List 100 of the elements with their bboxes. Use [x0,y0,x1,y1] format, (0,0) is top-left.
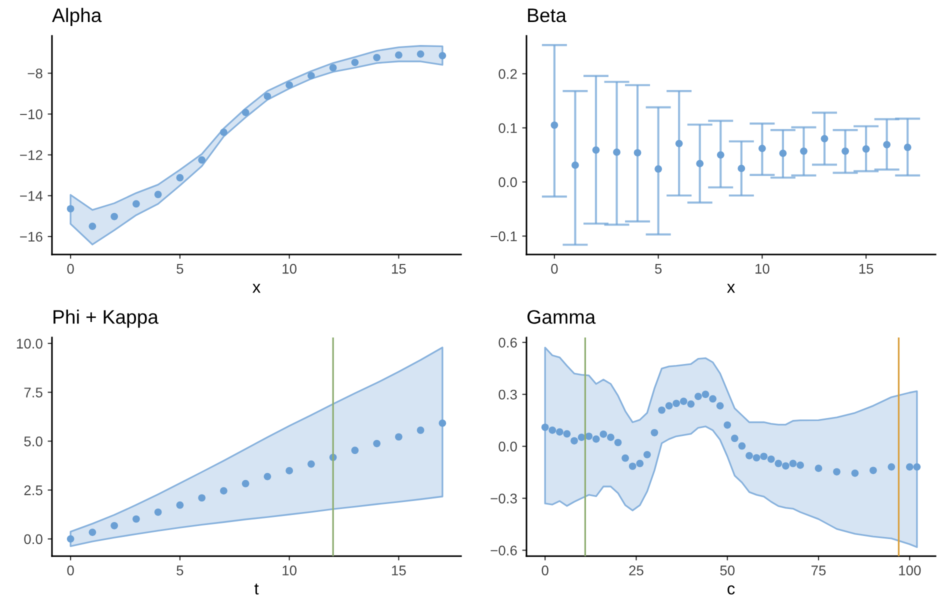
point [351,58,359,66]
point [286,467,293,474]
point [132,200,140,208]
point [636,460,644,468]
point [154,190,162,198]
x-tick-label: 25 [629,566,644,576]
point [592,435,600,443]
point [796,462,804,469]
point [563,430,571,438]
point [132,515,140,523]
point [572,162,579,169]
point [820,135,828,142]
x-tick-label: 50 [720,566,735,576]
y-tick-label: 7.5 [24,388,42,398]
point [154,508,162,516]
point [556,428,564,436]
point [416,426,424,434]
y-tick-label: 0.1 [498,123,517,134]
x-tick-label: 100 [899,566,921,576]
y-tick-label: 0.6 [498,338,517,348]
y-tick-label: −0.6 [490,546,517,556]
point [752,454,760,462]
point [738,442,746,450]
y-tick-label: 0.0 [498,442,517,452]
point [913,463,921,471]
y-tick-label: −16 [20,232,42,242]
y-tick-label: −8 [28,68,42,78]
x-axis-title: x [727,284,736,293]
point [438,52,446,60]
point [198,494,206,502]
point [870,466,877,474]
point [738,164,746,172]
point [730,434,738,442]
point [242,108,250,116]
point [541,424,549,431]
point [614,438,622,446]
x-axis-title: c [728,585,735,595]
point [198,156,206,164]
point [702,390,710,398]
point [758,144,766,152]
point [66,205,74,212]
point [800,147,808,155]
point [643,450,651,458]
x-tick-label: 0 [551,264,558,274]
point [592,146,600,154]
point [416,50,424,58]
point [658,406,666,414]
chart-title: Gamma [527,310,596,324]
point [308,460,315,468]
point [709,395,716,403]
point [862,145,870,153]
point [395,51,402,59]
point [774,460,782,468]
point [746,452,753,460]
point [351,446,359,454]
point [308,72,315,80]
y-tick-label: −12 [20,150,42,160]
x-tick-label: 10 [756,264,770,274]
point [622,454,629,462]
point [716,402,724,410]
point [680,398,688,405]
point [264,92,272,100]
x-axis-title: t [254,584,259,594]
chart-title: Alpha [52,8,102,26]
point [696,160,704,168]
x-tick-label: 75 [812,566,826,576]
y-tick-label: 0.2 [498,69,517,79]
point [904,144,912,152]
chart-title: Phi + Kappa [54,310,158,328]
point [286,81,293,89]
y-tick-label: −10 [20,109,42,120]
point [264,472,272,480]
point [585,432,593,440]
point [782,462,790,470]
point [888,463,896,471]
point [242,480,250,488]
chart-title: Beta [528,8,566,22]
point [687,400,695,408]
point [373,54,380,62]
x-tick-label: 15 [392,566,406,576]
y-tick-label: 0.0 [498,177,517,188]
y-tick-label: 5.0 [24,436,42,446]
y-tick-label: 0.3 [498,390,517,400]
x-axis-title: x [252,284,260,293]
point [760,452,768,460]
point [650,428,658,436]
point [883,140,891,148]
x-tick-label: 5 [176,566,184,576]
y-tick-label: −0.1 [490,231,517,242]
point [724,421,732,429]
point [110,522,118,530]
point [578,434,586,441]
x-tick-label: 15 [859,264,874,274]
point [66,535,74,543]
point [220,487,228,495]
point [395,433,402,441]
point [550,121,558,129]
point [833,468,840,476]
point [767,455,775,463]
point [694,392,702,400]
